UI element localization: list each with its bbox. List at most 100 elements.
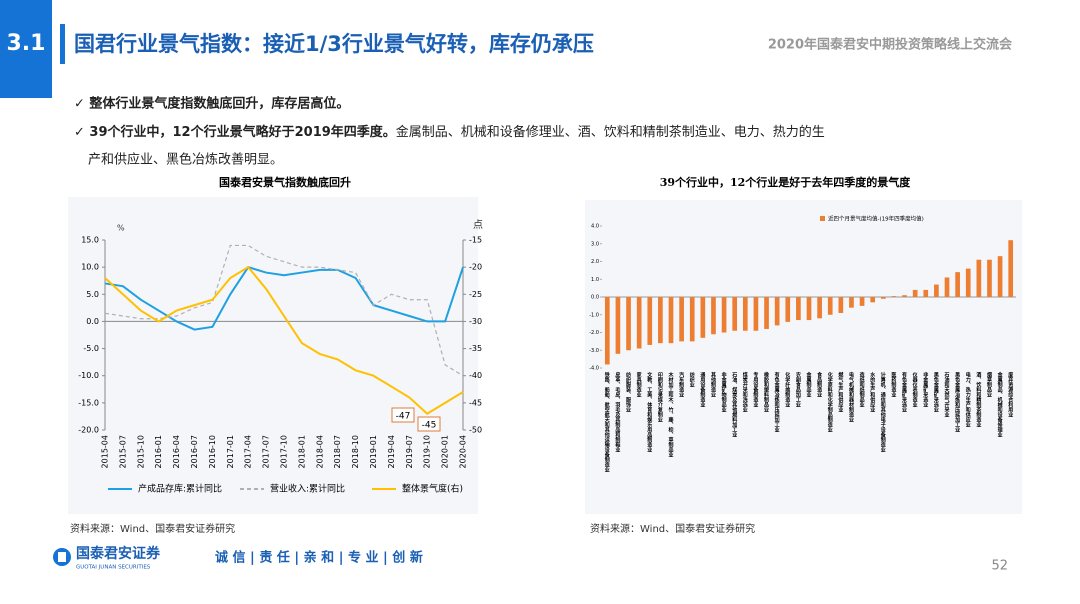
- x-tick-label: 仪器仪表制造业: [911, 372, 918, 408]
- legend-swatch: [820, 216, 825, 221]
- x-tick-label: 计算机、通信和其他电子设备制造业: [879, 371, 886, 453]
- y2-tick-label: -30: [469, 317, 482, 326]
- logo-name: 国泰君安证券: [76, 545, 161, 562]
- x-tick-label: 食品制造业: [816, 371, 823, 398]
- legend-label: 近四个月景气度均值-(19年四季度均值): [828, 215, 924, 223]
- x-tick-label: 燃气生产和供应业: [837, 371, 844, 413]
- bar: [923, 289, 929, 297]
- page-number: 52: [991, 559, 1008, 574]
- y-tick-label: -3.0: [589, 348, 599, 354]
- x-tick-label: 2015-07: [118, 435, 127, 468]
- bar: [1008, 240, 1014, 297]
- x-tick-label: 2016-01: [154, 435, 163, 468]
- bar: [658, 297, 663, 344]
- bar: [817, 297, 822, 319]
- x-tick-label: 2018-10: [351, 435, 360, 468]
- bar: [615, 297, 621, 354]
- source: 资料来源：Wind、国泰君安证券研究: [590, 522, 755, 535]
- bar: [849, 297, 854, 308]
- bullet-text: 产和供应业、黑色冶炼改善明显。: [88, 152, 283, 168]
- bar: [753, 297, 759, 331]
- bar: [997, 256, 1003, 297]
- series-line: [104, 265, 464, 331]
- x-tick-label: 2018-01: [297, 435, 306, 468]
- slogan: 诚 信 | 责 任 | 亲 和 | 专 业 | 创 新: [215, 550, 423, 566]
- logo-icon: [58, 552, 66, 562]
- x-tick-label: 汽车制造业: [678, 371, 685, 398]
- y-tick-label: -15.0: [78, 398, 99, 407]
- bar: [902, 295, 907, 297]
- x-tick-label: 黑色金属冶炼和压延加工业: [954, 371, 961, 433]
- x-tick-label: 专用设备制造业: [752, 371, 759, 408]
- y2-tick-label: -15: [469, 236, 482, 245]
- x-tick-label: 农副食品加工业: [794, 371, 801, 408]
- bar: [859, 297, 865, 306]
- y2-axis-label: 点: [473, 219, 483, 231]
- bar: [870, 297, 876, 303]
- x-tick-label: 金属制品、机械和设备修理业: [996, 371, 1003, 438]
- x-tick-label: 电力、热力生产和供应业: [965, 371, 972, 428]
- y-tick-label: 3.0: [591, 241, 599, 247]
- x-tick-label: 2017-01: [226, 435, 235, 468]
- x-tick-label: 纺织服装、服饰业: [625, 371, 632, 413]
- y-tick-label: -4.0: [589, 366, 599, 372]
- bar: [891, 296, 897, 297]
- bar: [732, 297, 738, 331]
- x-tick-label: 2018-04: [315, 435, 324, 468]
- annotation: -47: [396, 412, 411, 422]
- bar: [934, 284, 939, 297]
- bar: [636, 297, 642, 349]
- bar: [679, 297, 684, 342]
- series-line: [104, 244, 464, 377]
- y-tick-label: -1.0: [589, 312, 599, 318]
- x-tick-label: 煤炭开采和洗选业: [741, 371, 748, 413]
- bar: [774, 297, 780, 326]
- bullet-bold: ✓ 39个行业中，12个行业景气略好于2019年四季度。: [74, 124, 396, 140]
- y-tick-label: 0.0: [591, 295, 599, 301]
- annotation-box: [417, 416, 441, 432]
- bar: [764, 297, 769, 329]
- bar: [604, 297, 610, 365]
- y-tick-label: 4.0: [591, 224, 599, 230]
- x-tick-label: 印刷和记录媒介复制业: [656, 371, 663, 423]
- y-tick-label: -2.0: [589, 330, 599, 336]
- x-tick-label: 2018-07: [333, 435, 342, 468]
- y2-tick-label: -40: [469, 371, 482, 380]
- bar: [806, 297, 812, 321]
- legend-label: 整体景气度(右): [402, 483, 463, 495]
- bar: [711, 297, 716, 335]
- x-tick-label: 2019-04: [387, 435, 396, 468]
- source: 资料来源：Wind、国泰君安证券研究: [70, 522, 235, 535]
- x-tick-label: 酒、饮料和精制茶制造业: [975, 371, 982, 428]
- y-tick-label: 0.0: [86, 317, 99, 326]
- x-tick-label: 非金属矿采选业: [922, 371, 929, 408]
- x-tick-label: 2015-10: [136, 435, 145, 468]
- bar: [944, 277, 950, 297]
- event-name: 2020年国泰君安中期投资策略线上交流会: [768, 37, 1013, 53]
- bar: [955, 272, 960, 297]
- y-tick-label: 2.0: [591, 259, 599, 265]
- bar: [838, 297, 844, 313]
- bar: [742, 297, 748, 331]
- bullet: ✓ 39个行业中，12个行业景气略好于2019年四季度。金属制品、机械和设备修理…: [74, 124, 825, 140]
- chart-panel: [68, 197, 478, 514]
- x-tick-label: 非金属矿物制品业: [720, 371, 727, 413]
- y-tick-label: 10.0: [81, 263, 99, 272]
- y2-tick-label: -35: [469, 344, 482, 353]
- x-tick-label: 橡胶和塑料制品业: [763, 371, 770, 413]
- x-tick-label: 文教、工美、体育和娱乐用品制造业: [646, 371, 653, 453]
- bar: [987, 259, 992, 297]
- x-tick-label: 2016-07: [190, 435, 199, 468]
- bar: [700, 297, 706, 338]
- chart-title: 国泰君安景气指数触底回升: [219, 175, 351, 189]
- bar: [647, 297, 653, 345]
- x-tick-label: 化学纤维制造业: [784, 371, 791, 408]
- series-line: [104, 265, 464, 415]
- x-tick-label: 水的生产和供应业: [869, 371, 876, 413]
- x-tick-label: 2017-04: [244, 435, 253, 468]
- x-tick-label: 金属制品业: [805, 371, 812, 398]
- x-tick-label: 石油和天然气开采业: [943, 371, 950, 418]
- x-tick-label: 2017-10: [280, 435, 289, 468]
- title-bar: [60, 24, 65, 64]
- annotation-box: [391, 407, 415, 423]
